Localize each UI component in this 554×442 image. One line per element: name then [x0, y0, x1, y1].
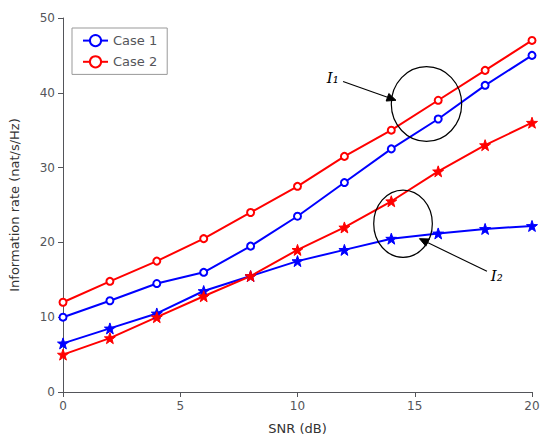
- svg-text:50: 50: [40, 11, 55, 25]
- svg-text:SNR (dB): SNR (dB): [268, 421, 326, 436]
- svg-text:Case 1: Case 1: [113, 33, 157, 48]
- svg-text:Case 2: Case 2: [113, 54, 157, 69]
- svg-text:I₁: I₁: [326, 69, 339, 87]
- svg-text:Information rate (nat/s/Hz): Information rate (nat/s/Hz): [7, 118, 22, 292]
- svg-text:15: 15: [407, 399, 422, 413]
- svg-text:40: 40: [40, 86, 55, 100]
- svg-text:10: 10: [290, 399, 305, 413]
- svg-text:10: 10: [40, 310, 55, 324]
- svg-text:20: 20: [524, 399, 539, 413]
- svg-text:0: 0: [59, 399, 67, 413]
- svg-text:20: 20: [40, 235, 55, 249]
- svg-text:30: 30: [40, 161, 55, 175]
- svg-text:5: 5: [176, 399, 184, 413]
- svg-text:0: 0: [47, 385, 55, 399]
- svg-text:I₂: I₂: [490, 267, 503, 285]
